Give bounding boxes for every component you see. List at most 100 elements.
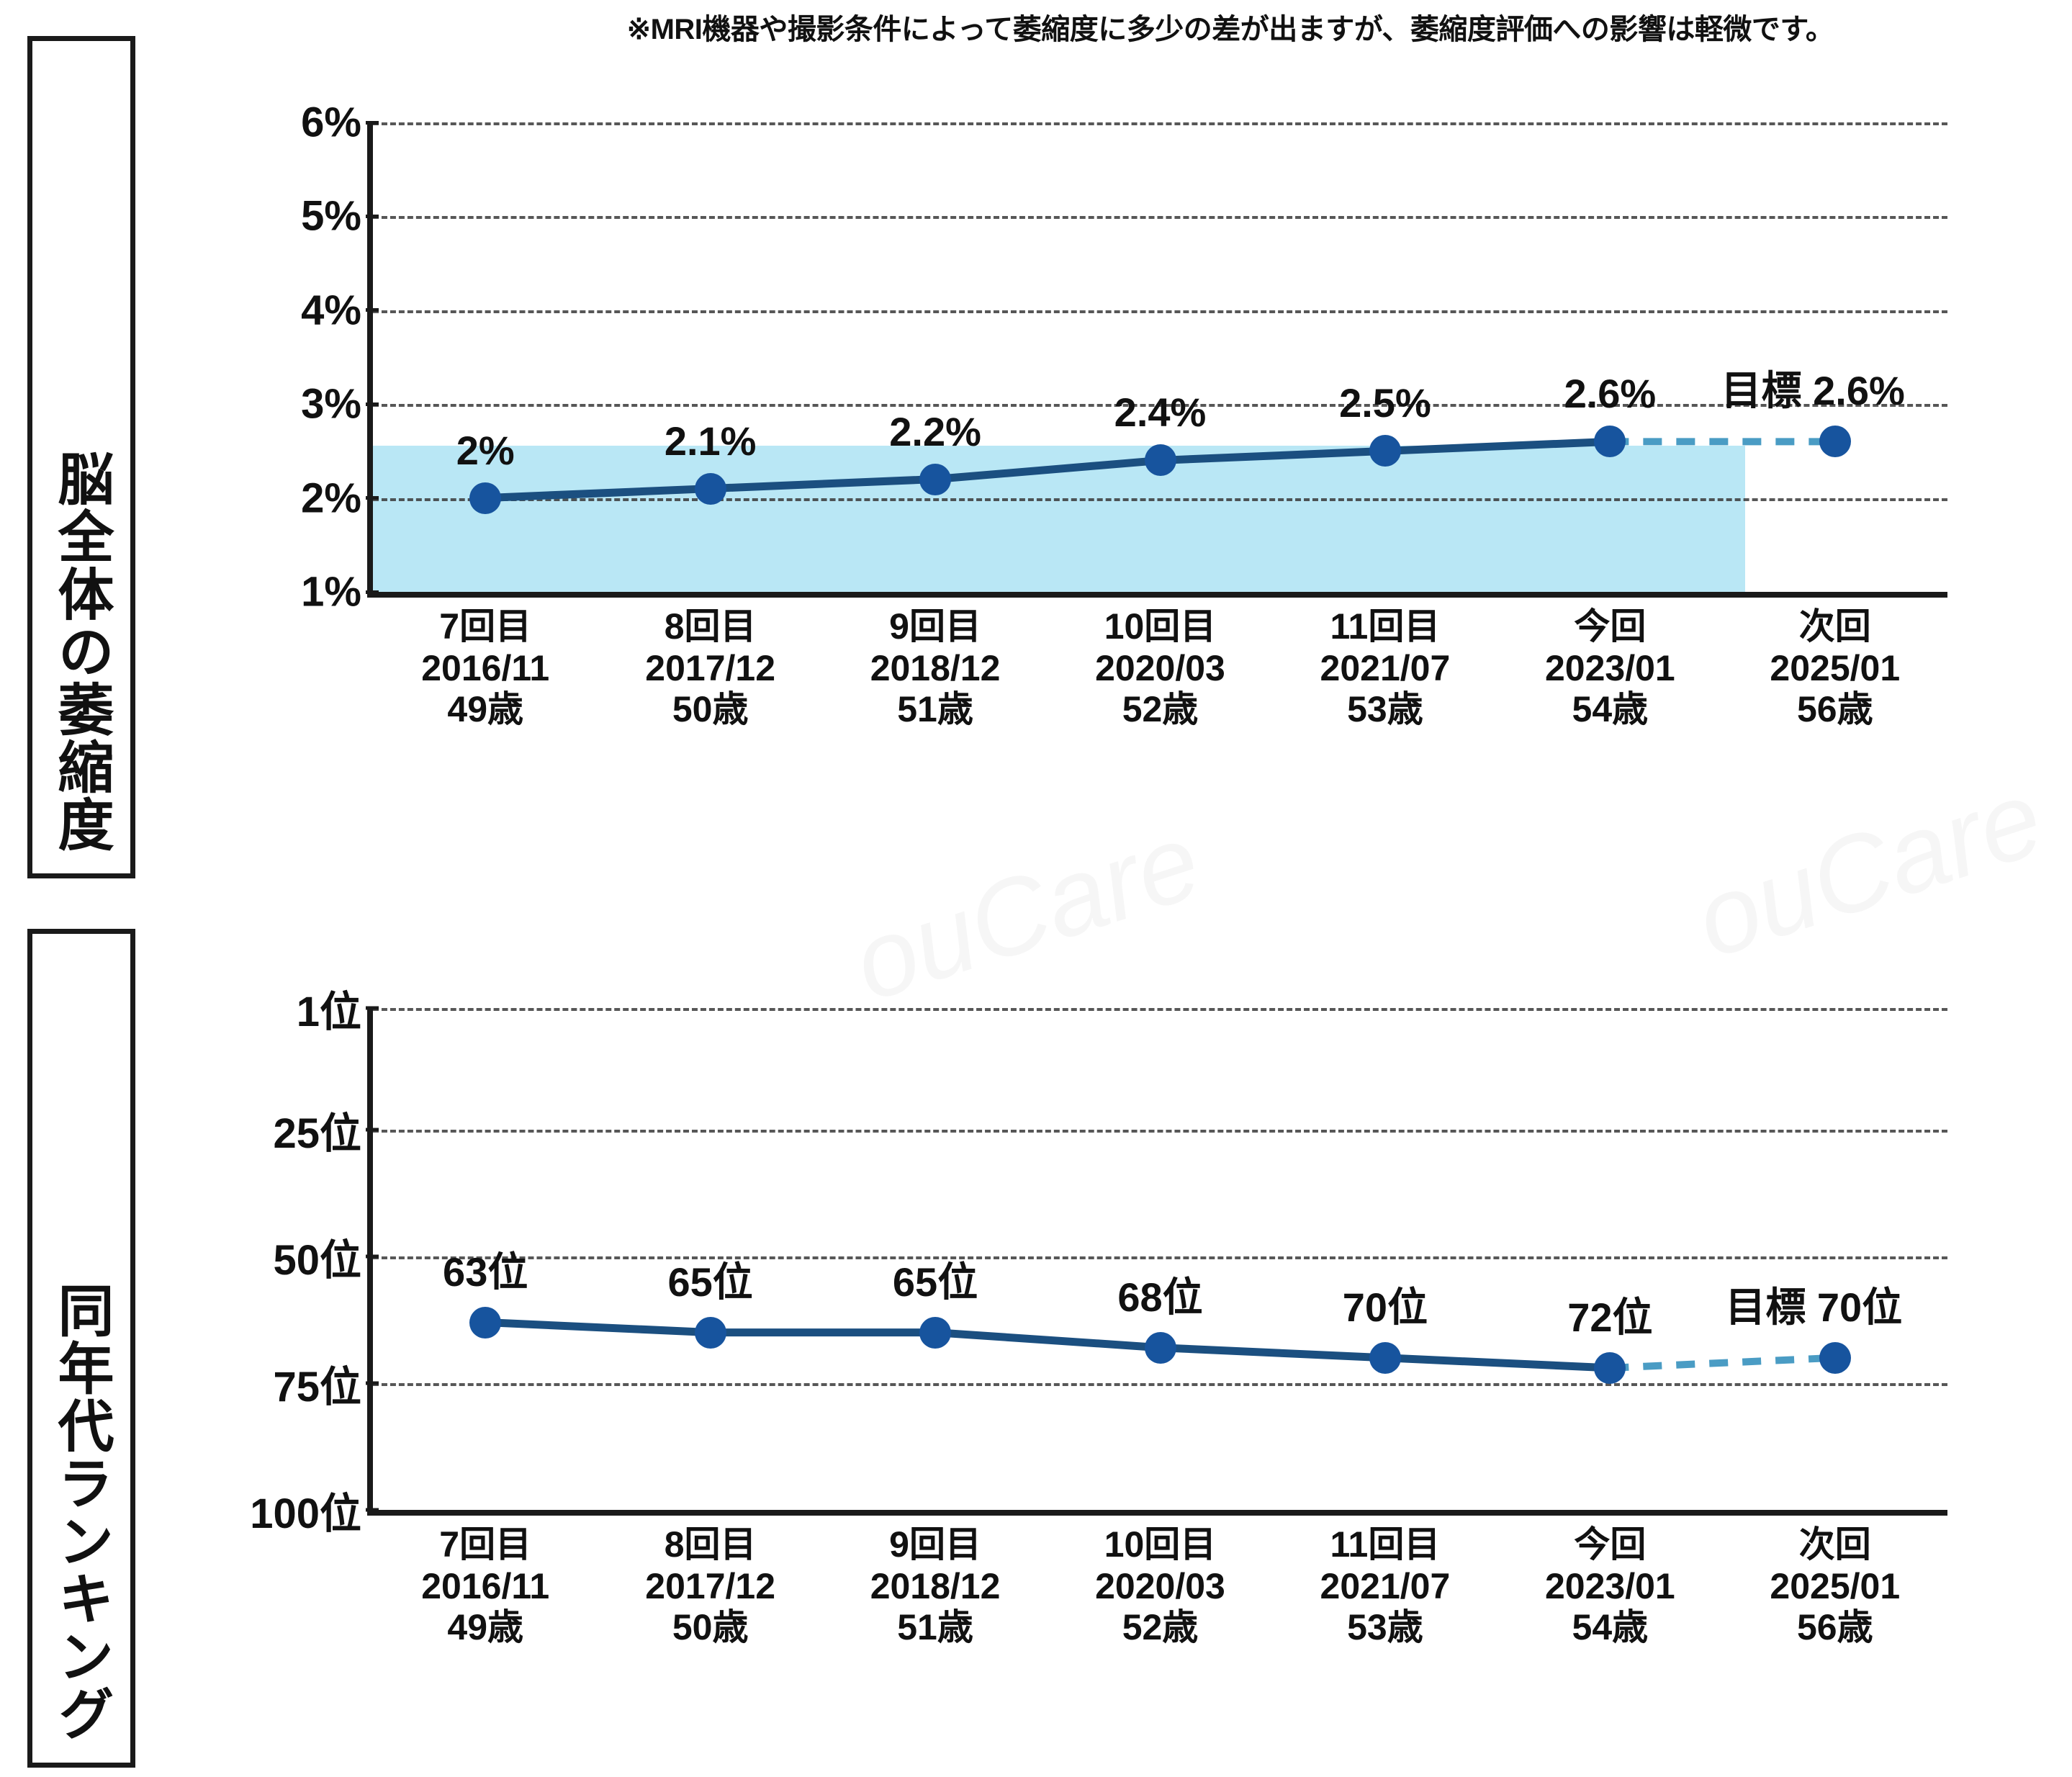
chart-peer-ranking: 1位 25位 50位 75位 100位 63位 65位 65位 68位 70位 72位 目標 70位 7… — [250, 989, 2059, 1771]
data-point — [694, 1316, 726, 1349]
section-label-peer-ranking: 同年代ランキング — [27, 929, 135, 1768]
y-axis-tick-label: 5% — [301, 192, 361, 240]
data-point — [1369, 1341, 1401, 1374]
x-label-age: 52歳 — [1122, 1607, 1199, 1647]
x-label-session: 次回 — [1798, 606, 1871, 647]
gridline — [373, 1129, 1947, 1133]
x-label-date: 2016/11 — [421, 1565, 550, 1606]
data-point-label: 2.1% — [664, 418, 757, 464]
data-point — [1369, 435, 1401, 467]
y-axis-tick-label: 1位 — [297, 978, 361, 1038]
y-axis-tick-label: 25位 — [273, 1099, 361, 1160]
x-label-session: 今回 — [1574, 606, 1647, 647]
x-axis-tick-label: 次回 2025/01 56歳 — [1770, 1524, 1900, 1649]
data-point-label: 65位 — [667, 1259, 753, 1305]
data-point — [919, 463, 952, 495]
y-axis-tick-label: 2% — [301, 474, 361, 522]
data-point — [1144, 444, 1176, 477]
x-label-age: 54歳 — [1572, 1607, 1649, 1647]
x-label-date: 2020/03 — [1095, 647, 1225, 688]
x-label-age: 56歳 — [1796, 689, 1873, 729]
data-point — [1819, 426, 1851, 458]
gridline — [373, 404, 1947, 408]
data-point — [694, 472, 726, 505]
gridline — [373, 498, 1947, 501]
x-label-session: 次回 — [1798, 1524, 1871, 1565]
y-axis-tick-label: 100位 — [250, 1480, 361, 1540]
x-axis-tick-label: 10回目 2020/03 52歳 — [1095, 606, 1225, 731]
x-axis-tick-label: 今回 2023/01 54歳 — [1545, 606, 1675, 731]
x-label-date: 2025/01 — [1770, 647, 1901, 688]
x-label-date: 2020/03 — [1095, 1565, 1225, 1606]
x-label-session: 今回 — [1574, 1524, 1647, 1565]
x-label-age: 54歳 — [1572, 689, 1649, 729]
gridline — [373, 310, 1947, 313]
section-label-brain-atrophy: 脳全体の萎縮度 — [27, 36, 135, 878]
x-label-session: 11回目 — [1330, 1524, 1441, 1565]
x-label-session: 7回目 — [439, 1524, 532, 1565]
x-label-age: 52歳 — [1122, 689, 1199, 729]
y-axis-tick-label: 50位 — [273, 1226, 361, 1287]
x-axis-tick-label: 8回目 2017/12 50歳 — [645, 1524, 775, 1649]
data-point — [1819, 1341, 1851, 1374]
x-label-date: 2016/11 — [421, 647, 550, 688]
x-axis-tick-label: 9回目 2018/12 51歳 — [870, 606, 1001, 731]
x-label-age: 51歳 — [897, 1607, 973, 1647]
x-label-session: 11回目 — [1330, 606, 1441, 647]
x-label-date: 2025/01 — [1770, 1565, 1901, 1606]
x-label-age: 56歳 — [1796, 1607, 1873, 1647]
data-point-label: 目標 70位 — [1725, 1284, 1903, 1330]
gridline — [373, 1382, 1947, 1386]
data-point — [469, 1306, 502, 1339]
x-label-age: 53歳 — [1347, 689, 1423, 729]
gridline — [373, 1256, 1947, 1259]
x-axis-tick-label: 7回目 2016/11 49歳 — [421, 1524, 549, 1649]
series-line — [485, 1318, 1836, 1372]
header-note: ※MRI機器や撮影条件によって萎縮度に多少の差が出ますが、萎縮度評価への影響は軽… — [626, 14, 1834, 45]
gridline — [373, 122, 1947, 125]
data-point — [1594, 426, 1626, 458]
x-label-session: 8回目 — [664, 1524, 757, 1565]
x-axis-tick-label: 11回目 2021/07 53歳 — [1320, 606, 1451, 731]
x-label-session: 9回目 — [889, 606, 981, 647]
y-axis-tick-label: 6% — [301, 99, 361, 146]
x-label-session: 9回目 — [889, 1524, 981, 1565]
data-point-label: 2.5% — [1339, 380, 1431, 426]
data-point-label: 2.2% — [889, 408, 981, 454]
y-axis-tick-label: 4% — [301, 287, 361, 334]
data-point — [1144, 1331, 1176, 1364]
data-point-label: 2% — [456, 427, 515, 473]
y-axis-tick-label: 1% — [301, 568, 361, 616]
data-point — [919, 1316, 952, 1349]
series-line — [485, 437, 1835, 503]
data-point-label: 2.6% — [1564, 371, 1657, 417]
x-label-age: 50歳 — [672, 1607, 749, 1647]
data-point-label: 68位 — [1117, 1274, 1203, 1320]
x-label-age: 49歳 — [447, 1607, 524, 1647]
section-label-text: 脳全体の萎縮度 — [50, 450, 114, 853]
x-label-date: 2023/01 — [1544, 1565, 1675, 1606]
y-axis-tick-label: 3% — [301, 380, 361, 428]
x-label-date: 2018/12 — [870, 647, 1001, 688]
x-label-session: 10回目 — [1104, 1524, 1217, 1565]
data-point — [469, 482, 502, 514]
y-axis-tick-label: 75位 — [273, 1353, 361, 1413]
x-label-date: 2017/12 — [645, 1565, 776, 1606]
x-label-session: 8回目 — [664, 606, 757, 647]
x-label-session: 7回目 — [439, 606, 532, 647]
data-point-label: 72位 — [1567, 1294, 1653, 1340]
chart-brain-atrophy: 6% 5% 4% 3% 2% 1% 2% 2.1% 2.2% 2.4% 2.5% 2.6% 目標 2.6… — [259, 99, 2059, 871]
x-axis-tick-label: 今回 2023/01 54歳 — [1545, 1524, 1675, 1649]
plot-area-brain-atrophy: 6% 5% 4% 3% 2% 1% 2% 2.1% 2.2% 2.4% 2.5% 2.6% 目標 2.6… — [301, 99, 1947, 729]
x-label-age: 51歳 — [897, 689, 973, 729]
x-axis-tick-label: 7回目 2016/11 49歳 — [421, 606, 549, 731]
gridline — [373, 1008, 1947, 1011]
x-label-age: 50歳 — [672, 689, 749, 729]
x-label-date: 2023/01 — [1544, 647, 1675, 688]
x-axis-tick-label: 8回目 2017/12 50歳 — [645, 606, 775, 731]
x-label-age: 53歳 — [1347, 1607, 1423, 1647]
section-label-text: 同年代ランキング — [50, 1282, 114, 1742]
data-point-label: 65位 — [892, 1259, 978, 1305]
plot-area-peer-ranking: 1位 25位 50位 75位 100位 63位 65位 65位 68位 70位 72位 目標 70位 7… — [250, 989, 1947, 1647]
x-axis-tick-label: 10回目 2020/03 52歳 — [1095, 1524, 1225, 1649]
